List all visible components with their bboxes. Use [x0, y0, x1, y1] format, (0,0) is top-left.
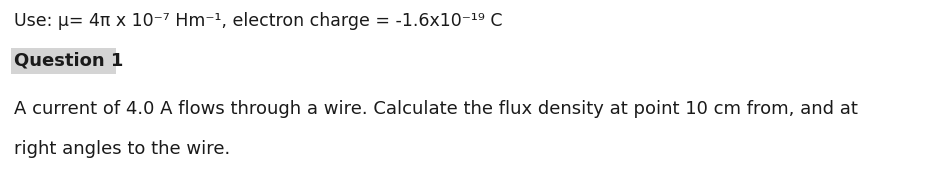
Text: A current of 4.0 A flows through a wire. Calculate the flux density at point 10 : A current of 4.0 A flows through a wire.… — [14, 100, 857, 118]
Text: Use: μ= 4π x 10⁻⁷ Hm⁻¹, electron charge = -1.6x10⁻¹⁹ C: Use: μ= 4π x 10⁻⁷ Hm⁻¹, electron charge … — [14, 12, 502, 30]
Text: right angles to the wire.: right angles to the wire. — [14, 140, 230, 158]
Text: Question 1: Question 1 — [14, 52, 123, 70]
Bar — [11, 48, 116, 74]
